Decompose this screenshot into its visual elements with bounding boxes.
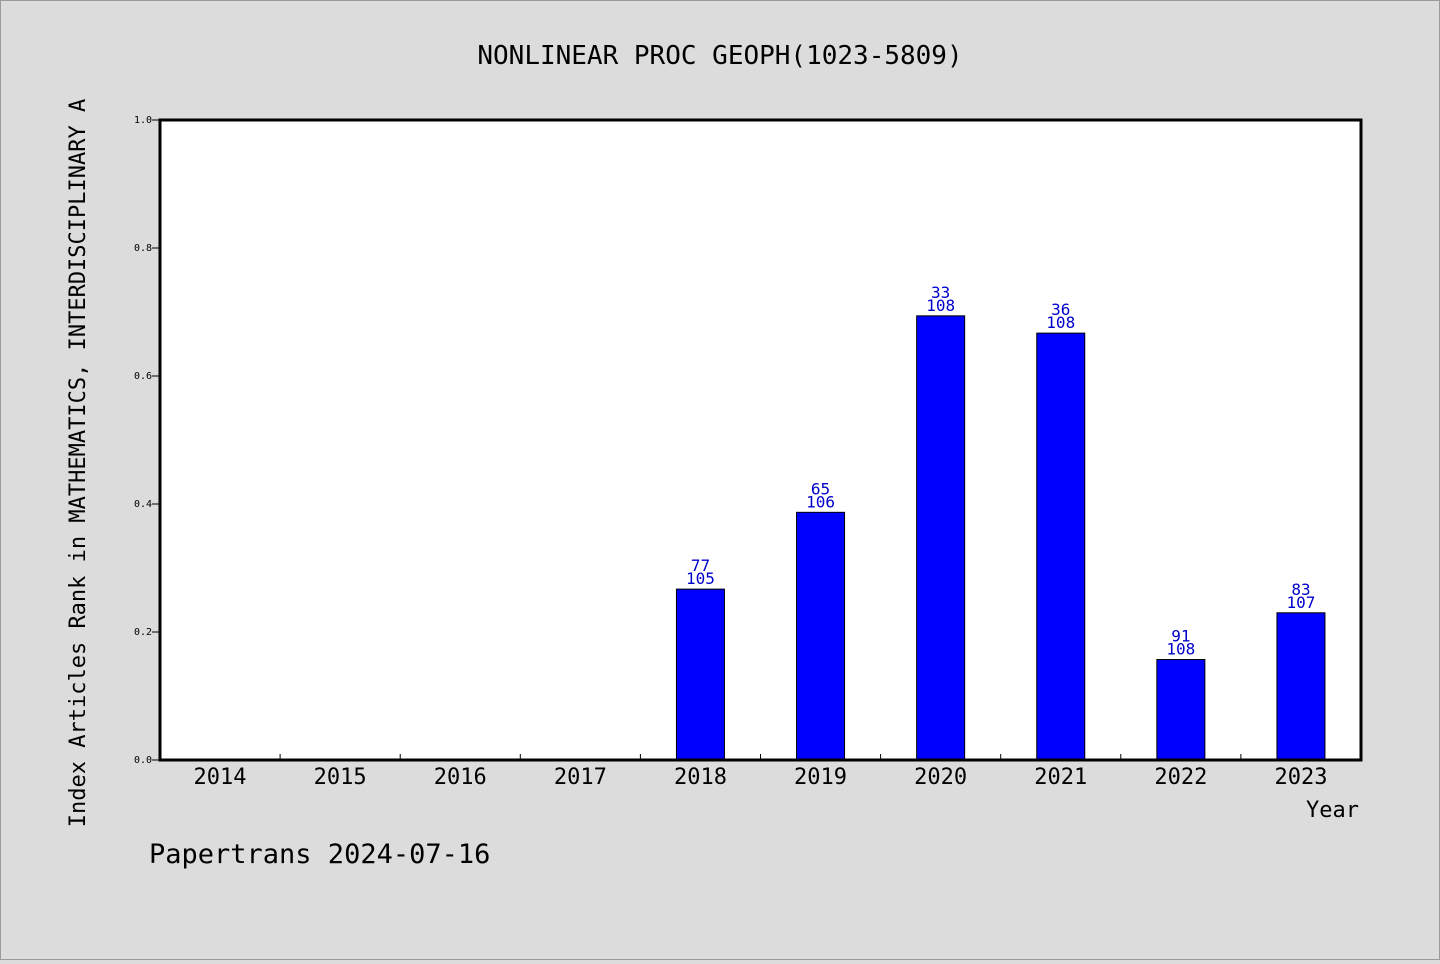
x-tick-label: 2023 <box>1274 765 1327 790</box>
rank-label: 83 <box>1291 580 1310 599</box>
y-tick-label: 0.0 <box>134 755 152 766</box>
x-tick-label: 2021 <box>1034 765 1087 790</box>
y-axis-label: Index Articles Rank in MATHEMATICS, INTE… <box>66 99 91 827</box>
x-axis: 2014 2015 2016 2017 2018 2019 2020 2021 2022 2023 <box>194 754 1327 790</box>
y-axis: 0.0 0.2 0.4 0.6 0.8 1.0 <box>134 115 160 766</box>
x-tick-label: 2014 <box>194 765 247 790</box>
y-tick-label: 0.6 <box>134 371 152 382</box>
total-label: 106 <box>806 492 835 511</box>
x-tick-label: 2018 <box>674 765 727 790</box>
total-label: 108 <box>1046 313 1075 332</box>
rank-label: 65 <box>811 479 830 498</box>
bar-2019 <box>796 511 846 761</box>
bar-2023 <box>1276 612 1326 761</box>
x-tick-label: 2019 <box>794 765 847 790</box>
total-label: 105 <box>686 569 715 588</box>
plot-area <box>160 120 1361 760</box>
x-tick-label: 2022 <box>1154 765 1207 790</box>
y-tick-label: 0.8 <box>134 243 152 254</box>
bars <box>675 315 1326 761</box>
rank-label: 77 <box>691 556 710 575</box>
bar-2021 <box>1036 332 1086 761</box>
x-tick-label: 2017 <box>554 765 607 790</box>
bar-2022 <box>1156 659 1206 761</box>
rank-label: 36 <box>1051 300 1070 319</box>
total-label: 108 <box>926 296 955 315</box>
total-label: 108 <box>1166 640 1195 659</box>
bar-2020 <box>916 315 966 761</box>
x-tick-label: 2020 <box>914 765 967 790</box>
footer-text: Papertrans 2024-07-16 <box>149 839 490 870</box>
y-tick-label: 1.0 <box>134 115 152 126</box>
rank-label: 33 <box>931 283 950 302</box>
rank-label: 91 <box>1171 627 1190 646</box>
y-tick-label: 0.4 <box>134 499 152 510</box>
y-tick-label: 0.2 <box>134 627 152 638</box>
chart-title: NONLINEAR PROC GEOPH(1023-5809) <box>477 41 962 71</box>
x-axis-label: Year <box>1306 798 1359 823</box>
bar-2018 <box>675 588 725 761</box>
total-label: 107 <box>1286 593 1315 612</box>
x-tick-label: 2016 <box>434 765 487 790</box>
x-tick-label: 2015 <box>314 765 367 790</box>
